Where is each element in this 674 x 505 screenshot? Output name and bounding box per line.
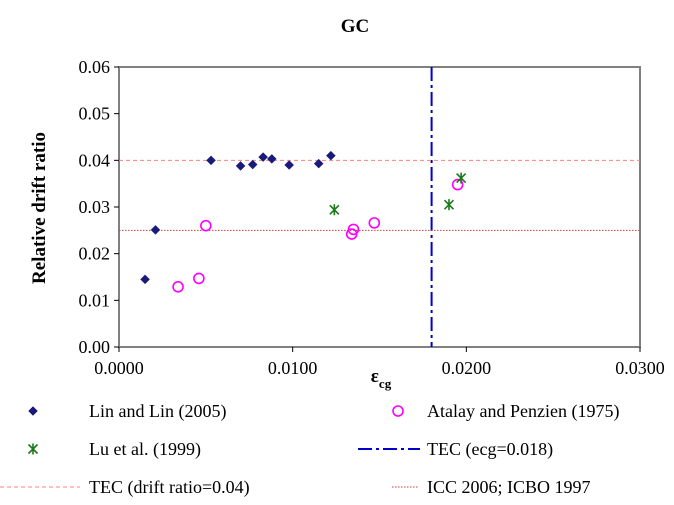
legend-symbol <box>27 443 39 455</box>
legend-label: Lin and Lin (2005) <box>89 401 226 422</box>
data-point <box>326 150 336 161</box>
legend-label: TEC (ecg=0.018) <box>427 439 553 460</box>
x-tick-label: 0.0100 <box>268 358 318 378</box>
data-point <box>235 161 246 171</box>
data-point <box>172 280 184 293</box>
data-point <box>313 158 324 169</box>
plot-area: 0.00 0.01 0.02 0.03 0.04 0.05 0.06 0.0000 0.0100… <box>79 57 665 378</box>
data-point <box>140 274 150 285</box>
x-axis-label: εcg <box>371 366 392 391</box>
y-tick-label: 0.03 <box>79 197 111 217</box>
data-point <box>347 223 360 236</box>
y-tick-label: 0.02 <box>79 244 111 264</box>
legend: Lin and Lin (2005) Atalay and Penzien (19… <box>0 401 619 498</box>
data-point <box>258 152 268 162</box>
y-tick-label: 0.00 <box>79 337 111 357</box>
legend-label: ICC 2006; ICBO 1997 <box>427 477 591 497</box>
data-point <box>247 159 258 170</box>
data-point <box>206 155 216 166</box>
data-point <box>200 219 212 232</box>
y-tick-label: 0.06 <box>79 57 111 77</box>
y-tick-label: 0.04 <box>79 150 111 170</box>
legend-symbol <box>28 406 38 416</box>
x-axis-label-main: ε <box>371 366 379 387</box>
data-point <box>451 178 464 191</box>
data-point <box>284 160 295 170</box>
y-axis-label: Relative drift ratio <box>29 132 50 284</box>
data-point <box>456 172 467 184</box>
data-point <box>193 272 205 285</box>
x-axis-label-sub: cg <box>379 376 392 391</box>
data-point <box>368 217 381 229</box>
data-point <box>443 199 455 211</box>
data-point <box>266 154 277 164</box>
plot-frame <box>118 66 641 348</box>
legend-label: Lu et al. (1999) <box>89 439 201 460</box>
chart-title: GC <box>341 16 370 37</box>
y-tick-label: 0.01 <box>79 290 111 310</box>
x-tick-label: 0.0200 <box>442 358 492 378</box>
y-tick-label: 0.05 <box>79 104 111 124</box>
legend-label: Atalay and Penzien (1975) <box>427 401 619 422</box>
data-point <box>329 204 340 216</box>
legend-symbol <box>392 405 404 417</box>
legend-label: TEC (drift ratio=0.04) <box>89 477 250 498</box>
data-point <box>150 225 161 235</box>
x-tick-label: 0.0300 <box>615 358 665 378</box>
x-tick-label: 0.0000 <box>94 358 144 378</box>
